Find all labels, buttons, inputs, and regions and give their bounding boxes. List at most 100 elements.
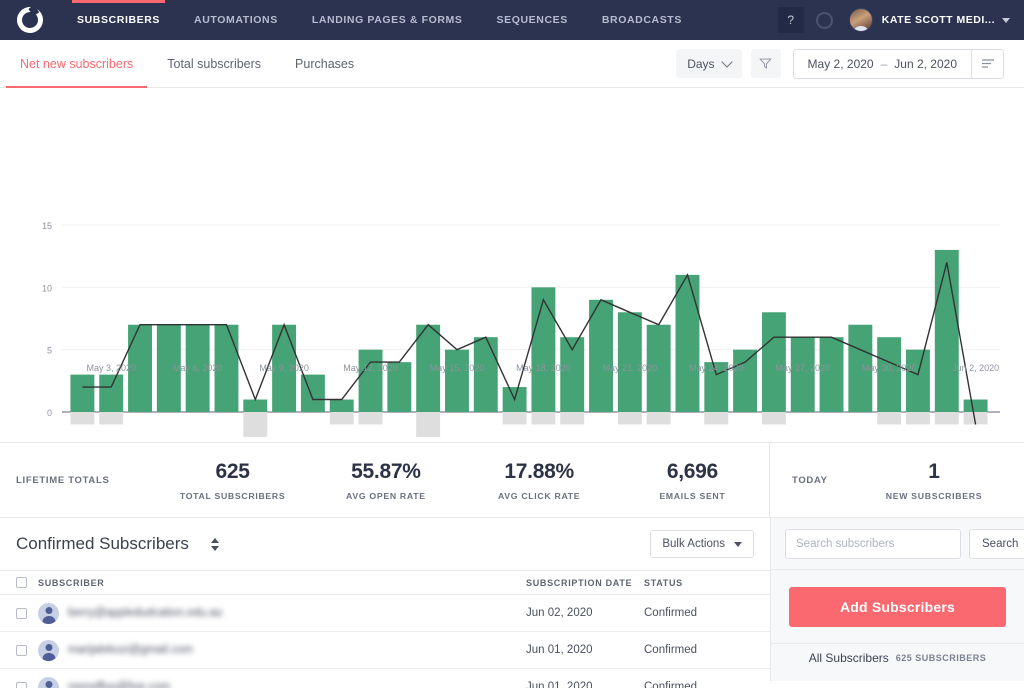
granularity-select[interactable]: Days (676, 49, 742, 78)
stat-value: 625 (215, 460, 250, 484)
column-header-subscription-date: SUBSCRIPTION DATE (526, 577, 633, 588)
bulk-actions-label: Bulk Actions (662, 538, 725, 550)
tab-label: Net new subscribers (20, 56, 134, 71)
stat-avg-open-rate: 55.87% AVG OPEN RATE (309, 459, 462, 500)
svg-text:May 6, 2020: May 6, 2020 (173, 363, 223, 373)
select-all-checkbox[interactable] (16, 577, 27, 588)
avatar (38, 639, 59, 661)
today-label: TODAY (792, 474, 828, 486)
bulk-actions-dropdown[interactable]: Bulk Actions (650, 530, 754, 558)
table-row[interactable]: berry@appledudcation.edu.au Jun 02, 2020… (0, 595, 770, 632)
date-range-text[interactable]: May 2, 2020 – Jun 2, 2020 (794, 50, 971, 78)
svg-text:May 18, 2020: May 18, 2020 (516, 363, 571, 373)
report-controls: Days May 2, 2020 – Jun 2, 2020 (676, 48, 1004, 79)
nav-label: AUTOMATIONS (194, 14, 278, 26)
today-totals-group: TODAY 1 NEW SUBSCRIBERS (770, 443, 1024, 517)
search-input[interactable] (785, 528, 961, 559)
user-menu-label[interactable]: KATE SCOTT MEDI... (881, 14, 995, 26)
stat-caption: NEW SUBSCRIBERS (885, 490, 983, 501)
app-logo[interactable] (0, 1, 60, 39)
nav-item-landing-pages-forms[interactable]: LANDING PAGES & FORMS (295, 0, 480, 40)
tab-label: Purchases (295, 56, 355, 71)
chevron-down-icon[interactable] (1002, 17, 1010, 23)
table-row[interactable]: reeneffoo@live.com Jun 01, 2020 Confirme… (0, 669, 770, 688)
stat-value: 55.87% (351, 460, 421, 484)
convertkit-logo-icon (11, 1, 49, 39)
filter-button[interactable] (750, 49, 781, 78)
report-tabs: Net new subscribers Total subscribers Pu… (5, 40, 388, 88)
date-range-picker[interactable]: May 2, 2020 – Jun 2, 2020 (792, 48, 1004, 79)
column-header-subscriber: SUBSCRIBER (38, 577, 105, 588)
stat-value: 17.88% (504, 460, 574, 484)
column-header-status: STATUS (644, 577, 683, 588)
svg-text:May 27, 2020: May 27, 2020 (775, 363, 830, 373)
svg-text:May 30, 2020: May 30, 2020 (862, 363, 917, 373)
stat-value: 6,696 (666, 460, 718, 484)
stat-avg-click-rate: 17.88% AVG CLICK RATE (463, 459, 616, 500)
tab-net-new-subscribers[interactable]: Net new subscribers (5, 40, 148, 88)
avatar (848, 8, 873, 32)
row-checkbox[interactable] (16, 681, 27, 688)
all-subscribers-label: All Subscribers (808, 650, 889, 665)
nav-item-subscribers[interactable]: SUBSCRIBERS (60, 0, 177, 40)
nav-right-cluster: ? KATE SCOTT MEDI... (777, 0, 1024, 40)
funnel-icon (759, 58, 772, 69)
subscriber-email: marijalekozi@gmail.com (68, 644, 193, 656)
nav-item-sequences[interactable]: SEQUENCES (480, 0, 585, 40)
subscription-date: Jun 01, 2020 (526, 681, 593, 688)
nav-item-broadcasts[interactable]: BROADCASTS (585, 0, 699, 40)
top-navigation-bar: SUBSCRIBERS AUTOMATIONS LANDING PAGES & … (0, 0, 1024, 40)
stat-value: 1 (928, 460, 940, 484)
stat-emails-sent: 6,696 EMAILS SENT (616, 459, 769, 500)
stat-caption: TOTAL SUBSCRIBERS (179, 490, 286, 501)
all-subscribers-item[interactable]: All Subscribers 625 SUBSCRIBERS (771, 643, 1024, 671)
svg-text:May 15, 2020: May 15, 2020 (430, 363, 485, 373)
help-label: ? (787, 13, 795, 27)
subscriber-email: reeneffoo@live.com (68, 681, 171, 688)
sort-descending-icon (210, 545, 219, 551)
add-subscribers-button[interactable]: Add Subscribers (789, 587, 1006, 627)
status-badge: Confirmed (644, 681, 698, 688)
svg-text:5: 5 (47, 346, 52, 356)
avatar (38, 602, 59, 624)
lifetime-totals-label: LIFETIME TOTALS (16, 474, 110, 486)
stat-caption: AVG OPEN RATE (346, 490, 426, 501)
subscribers-sidebar: Search Add Subscribers All Subscribers 6… (770, 518, 1024, 681)
status-badge: Confirmed (644, 644, 698, 656)
nav-label: SEQUENCES (496, 14, 568, 26)
sort-updown-icon[interactable] (210, 537, 219, 551)
list-lines-icon (981, 59, 994, 68)
search-button[interactable]: Search (969, 528, 1024, 559)
search-block: Search (771, 518, 1024, 570)
chevron-down-icon (720, 55, 733, 68)
date-end: Jun 2, 2020 (894, 56, 957, 71)
all-subscribers-count: 625 SUBSCRIBERS (895, 652, 987, 663)
svg-text:15: 15 (42, 221, 52, 231)
table-row[interactable]: marijalekozi@gmail.com Jun 01, 2020 Conf… (0, 632, 770, 669)
stat-caption: EMAILS SENT (659, 490, 726, 501)
nav-item-automations[interactable]: AUTOMATIONS (177, 0, 295, 40)
table-header-row: SUBSCRIBER SUBSCRIPTION DATE STATUS (0, 571, 770, 595)
lifetime-totals-group: LIFETIME TOTALS 625 TOTAL SUBSCRIBERS 55… (0, 443, 770, 517)
help-button[interactable]: ? (777, 7, 804, 33)
date-range-menu-button[interactable] (971, 49, 1003, 78)
svg-text:10: 10 (42, 283, 52, 293)
svg-text:May 24, 2020: May 24, 2020 (689, 363, 744, 373)
circle-icon[interactable] (815, 11, 833, 29)
row-checkbox[interactable] (16, 644, 27, 656)
lifetime-stat-cells: 625 TOTAL SUBSCRIBERS 55.87% AVG OPEN RA… (156, 459, 769, 500)
date-start: May 2, 2020 (807, 56, 874, 71)
tab-purchases[interactable]: Purchases (295, 40, 354, 87)
svg-text:0: 0 (47, 408, 52, 418)
stat-caption: AVG CLICK RATE (497, 490, 581, 501)
page-title: Confirmed Subscribers (16, 534, 189, 553)
chevron-down-icon (734, 541, 742, 547)
primary-nav-items: SUBSCRIBERS AUTOMATIONS LANDING PAGES & … (60, 0, 699, 40)
sort-ascending-icon (210, 537, 219, 543)
tab-total-subscribers[interactable]: Total subscribers (167, 40, 261, 87)
svg-text:May 9, 2020: May 9, 2020 (259, 363, 309, 373)
date-dash: – (880, 56, 888, 71)
row-checkbox[interactable] (16, 607, 27, 619)
